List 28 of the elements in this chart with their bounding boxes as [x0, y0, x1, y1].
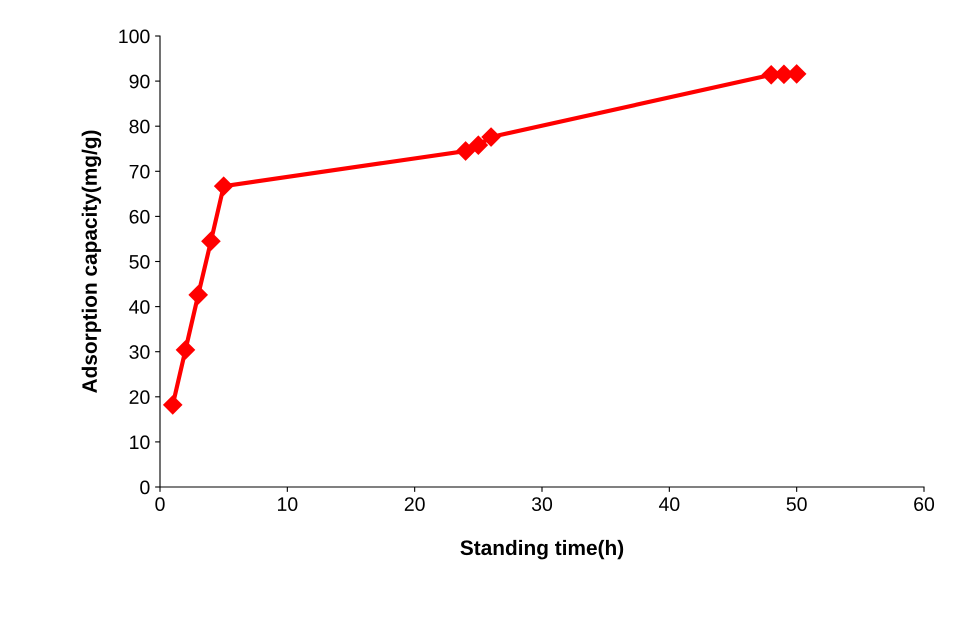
y-tick-label: 60	[130, 210, 150, 224]
x-tick-label: 50	[786, 497, 807, 512]
x-axis-title: Standing time(h)	[460, 540, 624, 560]
y-tick-label: 40	[129, 300, 150, 314]
y-tick-label: 20	[130, 390, 150, 404]
y-tick-label: 10	[130, 435, 150, 450]
y-tick-label: 50	[129, 254, 150, 269]
y-tick-label: 80	[129, 120, 150, 134]
x-tick-label: 20	[404, 497, 425, 512]
point	[482, 127, 501, 147]
x-tick-label: 60	[914, 497, 934, 512]
x-tick-label: 0	[155, 497, 165, 512]
y-tick-label: 30	[129, 345, 150, 359]
point	[176, 340, 195, 360]
y-tick-label: 90	[130, 74, 150, 88]
x-tick-label: 40	[658, 497, 680, 512]
x-tick-label: 10	[278, 497, 298, 512]
point	[201, 232, 220, 251]
point	[163, 395, 182, 414]
y-axis-title: Adsorption capacity(mg/g)	[82, 130, 102, 393]
y-tick-label: 0	[140, 480, 150, 494]
y-tick-label: 70	[130, 164, 150, 179]
x-tick-label: 30	[532, 497, 552, 512]
point	[456, 141, 476, 161]
point	[188, 285, 208, 304]
point	[214, 176, 234, 196]
point	[468, 136, 488, 155]
y-tick-label: 100	[119, 29, 150, 44]
